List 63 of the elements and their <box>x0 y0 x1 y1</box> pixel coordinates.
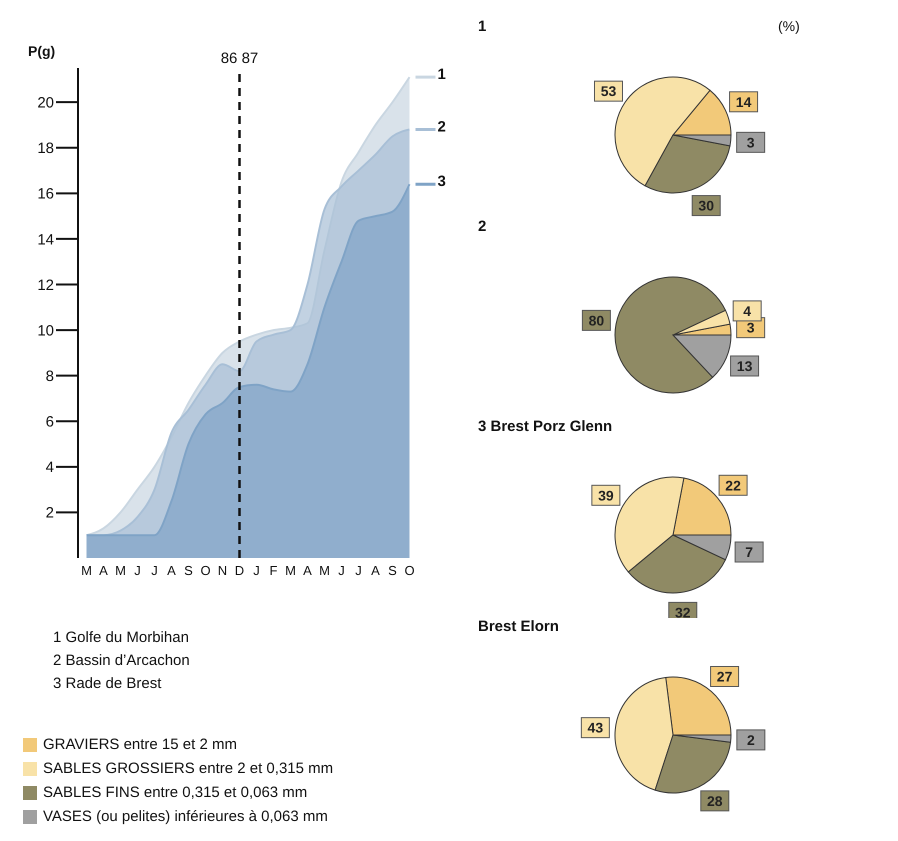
x-tick-label: J <box>134 563 141 578</box>
x-tick-label: O <box>200 563 211 578</box>
text: (%) <box>778 18 800 34</box>
data-label: 3 <box>746 320 755 336</box>
data-label: 28 <box>707 792 723 809</box>
y-tick-label: 6 <box>46 414 54 431</box>
data-label: 3 <box>746 134 755 150</box>
data-label: 22 <box>725 477 742 494</box>
data-label: 32 <box>674 604 691 620</box>
y-tick-label: 18 <box>37 140 54 158</box>
x-tick-label: A <box>303 563 312 578</box>
chart-title: Brest Elorn <box>478 618 559 635</box>
x-tick-label: M <box>319 563 330 578</box>
chart-title: 1 <box>478 18 486 35</box>
data-label: 14 <box>736 94 752 110</box>
legend-label: GRAVIERS entre 15 et 2 mm <box>43 735 237 755</box>
y-tick-label: 14 <box>37 231 54 248</box>
legend-label: SABLES FINS entre 0,315 et 0,063 mm <box>43 783 308 803</box>
data-label: 53 <box>600 83 616 100</box>
x-tick-label: S <box>184 563 194 578</box>
y-tick-label: 4 <box>46 459 54 476</box>
data-label: 4 <box>743 302 752 319</box>
y-axis-title: P(g) <box>28 43 56 59</box>
legend-label: 1 <box>438 66 446 84</box>
chart-title: 2 <box>478 218 488 237</box>
ref-line-label: 86 87 <box>220 50 258 67</box>
x-tick-label: A <box>167 563 176 578</box>
x-tick-label: O <box>404 563 415 578</box>
y-tick-label: 20 <box>37 94 54 112</box>
x-tick-label: M <box>285 563 296 578</box>
x-tick-label: F <box>270 563 278 578</box>
text: 3 Rade de Brest <box>53 674 162 694</box>
x-tick-label: S <box>388 563 398 578</box>
data-label: 30 <box>698 198 714 214</box>
x-tick-label: N <box>218 563 228 578</box>
data-label: 27 <box>716 668 733 684</box>
data-label: 39 <box>598 487 614 504</box>
x-tick-label: M <box>115 563 126 578</box>
x-tick-label: A <box>99 563 108 578</box>
legend-label: VASES (ou pelites) inférieures à 0,063 mm <box>43 807 328 827</box>
y-tick-label: 16 <box>37 186 54 203</box>
y-tick-label: 10 <box>37 322 54 340</box>
x-tick-label: J <box>151 563 158 578</box>
x-tick-label: A <box>371 563 380 578</box>
text: 1 Golfe du Morbihan <box>53 628 190 648</box>
x-tick-label: J <box>253 563 260 578</box>
data-label: 7 <box>745 544 754 560</box>
data-label: 13 <box>736 358 753 374</box>
data-label: 2 <box>746 732 755 748</box>
legend-label: SABLES GROSSIERS entre 2 et 0,315 mm <box>43 759 334 779</box>
x-tick-label: J <box>338 563 345 578</box>
y-tick-label: 8 <box>46 368 54 385</box>
x-tick-label: J <box>355 563 362 578</box>
data-label: 43 <box>588 720 604 736</box>
chart-title: 3 Brest Porz Glenn <box>478 418 614 437</box>
y-tick-label: 12 <box>37 276 54 294</box>
text: 2 Bassin d’Arcachon <box>53 651 190 671</box>
legend-label: 2 <box>438 118 446 136</box>
legend-label: 3 <box>438 173 446 190</box>
x-tick-label: D <box>234 563 244 578</box>
y-tick-label: 2 <box>46 504 54 522</box>
x-tick-label: M <box>81 563 92 578</box>
data-label: 80 <box>588 312 604 328</box>
